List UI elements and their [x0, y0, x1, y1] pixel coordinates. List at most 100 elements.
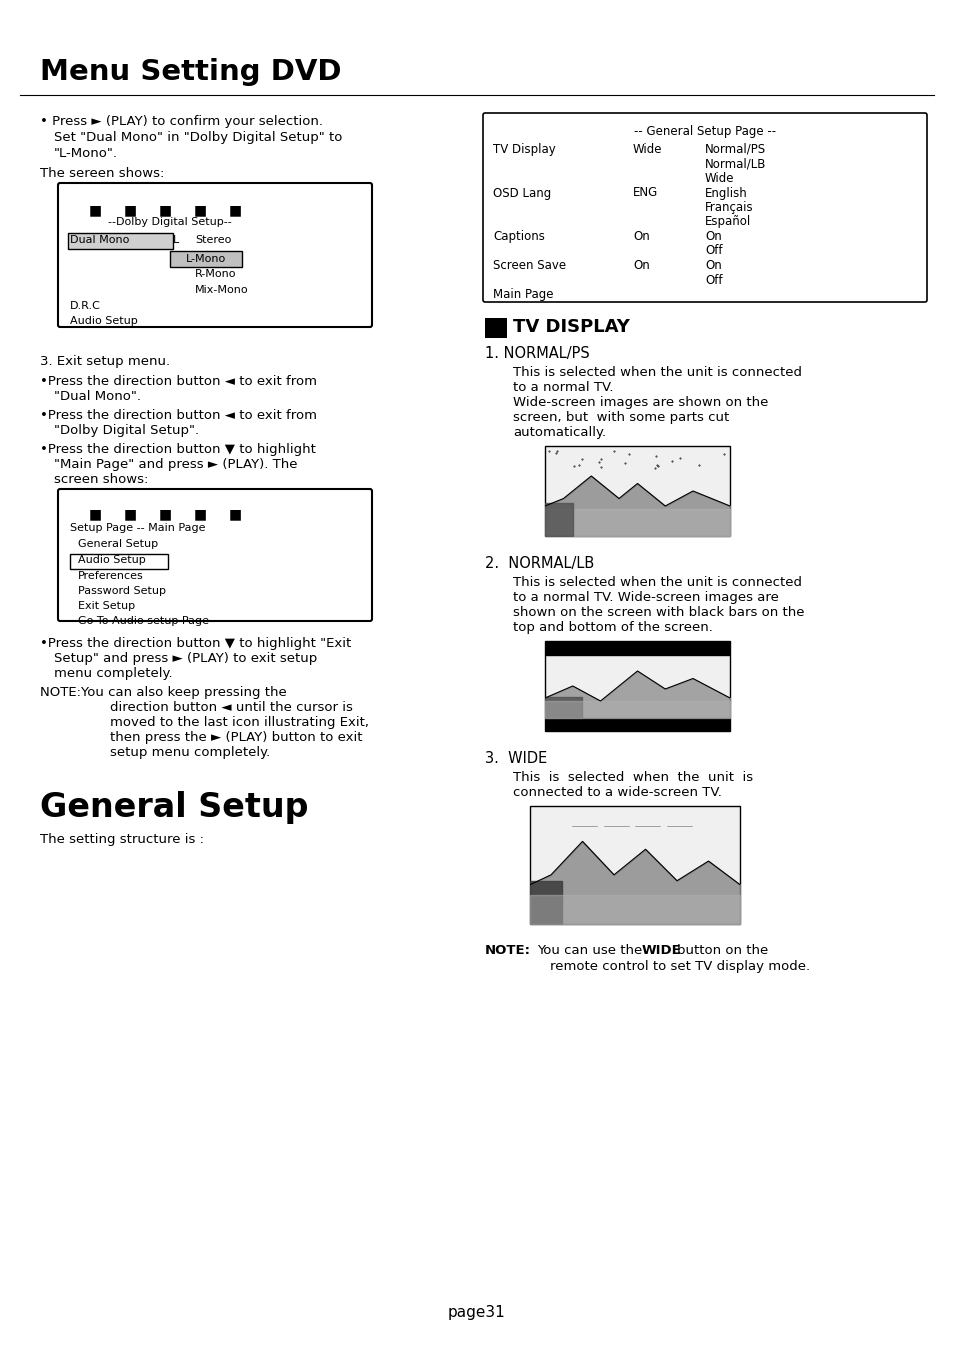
Text: Wide: Wide: [704, 172, 734, 185]
Bar: [544, 446, 729, 536]
FancyBboxPatch shape: [58, 182, 372, 327]
Text: ■: ■: [193, 507, 207, 521]
Text: Captions: Captions: [493, 230, 544, 243]
Text: Set "Dual Mono" in "Dolby Digital Setup" to: Set "Dual Mono" in "Dolby Digital Setup"…: [54, 131, 342, 145]
Text: connected to a wide-screen TV.: connected to a wide-screen TV.: [513, 786, 721, 798]
Text: ■: ■: [193, 203, 207, 218]
Text: General Setup: General Setup: [40, 790, 308, 824]
Text: L-Mono: L-Mono: [186, 254, 226, 263]
Text: "Main Page" and press ► (PLAY). The: "Main Page" and press ► (PLAY). The: [54, 458, 297, 471]
FancyBboxPatch shape: [482, 113, 926, 303]
Text: Menu Setting DVD: Menu Setting DVD: [40, 58, 341, 86]
Text: to a normal TV. Wide-screen images are: to a normal TV. Wide-screen images are: [513, 590, 778, 604]
Text: 1. NORMAL/PS: 1. NORMAL/PS: [484, 346, 589, 361]
Text: shown on the screen with black bars on the: shown on the screen with black bars on t…: [513, 607, 803, 619]
Bar: [484, 317, 506, 338]
Text: R-Mono: R-Mono: [194, 269, 236, 280]
Text: The setting structure is :: The setting structure is :: [40, 834, 204, 846]
Text: Preferences: Preferences: [78, 571, 144, 581]
Text: Stereo: Stereo: [194, 235, 232, 245]
Text: ■: ■: [123, 203, 136, 218]
Text: On: On: [633, 259, 649, 272]
Text: Off: Off: [704, 245, 721, 258]
Text: setup menu completely.: setup menu completely.: [110, 746, 270, 759]
Text: screen, but  with some parts cut: screen, but with some parts cut: [513, 411, 728, 424]
Text: ■: ■: [123, 507, 136, 521]
Text: ■: ■: [158, 507, 172, 521]
Text: TV Display: TV Display: [493, 143, 556, 155]
Text: Audio Setup: Audio Setup: [70, 316, 137, 326]
Text: On: On: [704, 230, 721, 243]
Text: This  is  selected  when  the  unit  is: This is selected when the unit is: [513, 771, 752, 784]
Text: ■: ■: [228, 203, 241, 218]
Text: Français: Français: [704, 201, 753, 213]
Text: •Press the direction button ▼ to highlight: •Press the direction button ▼ to highlig…: [40, 443, 315, 457]
Text: 3. Exit setup menu.: 3. Exit setup menu.: [40, 355, 170, 367]
Text: button on the: button on the: [677, 944, 767, 957]
Text: English: English: [704, 186, 747, 200]
Text: Audio Setup: Audio Setup: [78, 555, 146, 565]
Text: Setup" and press ► (PLAY) to exit setup: Setup" and press ► (PLAY) to exit setup: [54, 653, 317, 665]
Text: Wide-screen images are shown on the: Wide-screen images are shown on the: [513, 396, 767, 409]
Text: On: On: [704, 259, 721, 272]
Text: moved to the last icon illustrating Exit,: moved to the last icon illustrating Exit…: [110, 716, 369, 730]
Text: This is selected when the unit is connected: This is selected when the unit is connec…: [513, 576, 801, 589]
Text: WIDE: WIDE: [641, 944, 681, 957]
Text: ENG: ENG: [633, 186, 658, 200]
Text: General Setup: General Setup: [78, 539, 158, 549]
Text: Español: Español: [704, 216, 750, 228]
Text: ■: ■: [89, 203, 101, 218]
Text: -- General Setup Page --: -- General Setup Page --: [634, 126, 775, 138]
Text: •Press the direction button ◄ to exit from: •Press the direction button ◄ to exit fr…: [40, 376, 316, 388]
Text: On: On: [633, 230, 649, 243]
Text: page31: page31: [448, 1305, 505, 1320]
Text: This is selected when the unit is connected: This is selected when the unit is connec…: [513, 366, 801, 380]
Bar: [70, 554, 168, 569]
Text: • Press ► (PLAY) to confirm your selection.: • Press ► (PLAY) to confirm your selecti…: [40, 115, 323, 128]
Text: Mix-Mono: Mix-Mono: [194, 285, 249, 295]
Bar: [544, 640, 729, 731]
Text: Dual Mono: Dual Mono: [70, 235, 130, 245]
Text: ■: ■: [158, 203, 172, 218]
Text: Wide: Wide: [633, 143, 661, 155]
Text: 2.  NORMAL/LB: 2. NORMAL/LB: [484, 557, 594, 571]
Text: "Dolby Digital Setup".: "Dolby Digital Setup".: [54, 424, 199, 436]
Text: You can use the: You can use the: [537, 944, 641, 957]
Text: ■: ■: [228, 507, 241, 521]
Text: then press the ► (PLAY) button to exit: then press the ► (PLAY) button to exit: [110, 731, 362, 744]
Text: --Dolby Digital Setup--: --Dolby Digital Setup--: [108, 218, 232, 227]
Text: "Dual Mono".: "Dual Mono".: [54, 390, 141, 403]
Text: menu completely.: menu completely.: [54, 667, 172, 680]
Text: to a normal TV.: to a normal TV.: [513, 381, 613, 394]
Text: Go To Audio setup Page: Go To Audio setup Page: [78, 616, 209, 626]
Text: automatically.: automatically.: [513, 426, 605, 439]
Bar: [68, 232, 172, 249]
Text: NOTE:You can also keep pressing the: NOTE:You can also keep pressing the: [40, 686, 287, 698]
Text: NOTE:: NOTE:: [484, 944, 531, 957]
Text: "L-Mono".: "L-Mono".: [54, 147, 118, 159]
Text: Main Page: Main Page: [493, 288, 553, 301]
Text: OSD Lang: OSD Lang: [493, 186, 551, 200]
Text: Off: Off: [704, 273, 721, 286]
FancyBboxPatch shape: [58, 489, 372, 621]
Text: Normal/LB: Normal/LB: [704, 158, 765, 170]
Text: Exit Setup: Exit Setup: [78, 601, 135, 611]
Text: Screen Save: Screen Save: [493, 259, 565, 272]
Text: screen shows:: screen shows:: [54, 473, 149, 486]
Text: •Press the direction button ▼ to highlight "Exit: •Press the direction button ▼ to highlig…: [40, 638, 351, 650]
Bar: [170, 251, 242, 267]
Text: TV DISPLAY: TV DISPLAY: [513, 317, 629, 336]
Text: ■: ■: [89, 507, 101, 521]
Text: remote control to set TV display mode.: remote control to set TV display mode.: [550, 961, 809, 973]
Text: Password Setup: Password Setup: [78, 586, 166, 596]
Text: •Press the direction button ◄ to exit from: •Press the direction button ◄ to exit fr…: [40, 409, 316, 422]
Text: D.R.C: D.R.C: [70, 301, 101, 311]
Text: Setup Page -- Main Page: Setup Page -- Main Page: [70, 523, 205, 534]
Text: The sereen shows:: The sereen shows:: [40, 168, 164, 180]
Text: Normal/PS: Normal/PS: [704, 143, 765, 155]
Text: top and bottom of the screen.: top and bottom of the screen.: [513, 621, 712, 634]
Bar: [530, 807, 740, 924]
Text: direction button ◄ until the cursor is: direction button ◄ until the cursor is: [110, 701, 353, 713]
Text: L: L: [172, 235, 179, 245]
Text: 3.  WIDE: 3. WIDE: [484, 751, 547, 766]
